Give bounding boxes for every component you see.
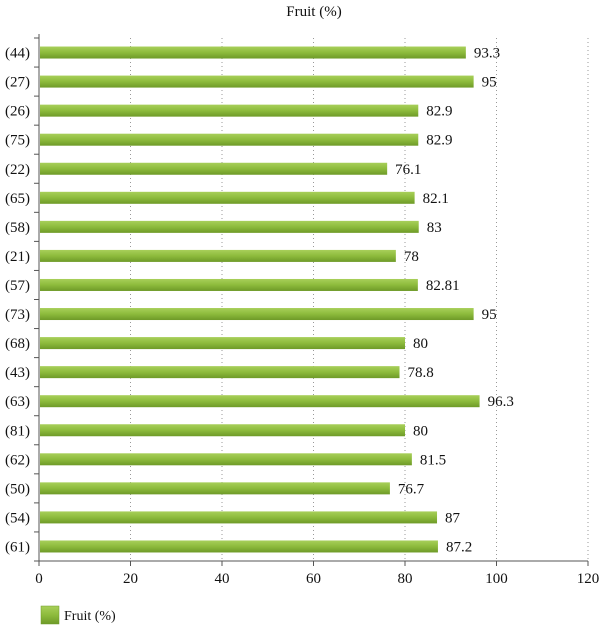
category-label: (50)	[5, 481, 30, 497]
bar	[40, 540, 438, 553]
bar	[40, 249, 396, 262]
value-label: 82.1	[423, 191, 449, 207]
category-label: (58)	[5, 220, 30, 236]
bar	[40, 308, 474, 321]
category-label: (63)	[5, 394, 30, 410]
value-label: 78.8	[408, 365, 434, 381]
bar	[40, 133, 419, 146]
category-label: (54)	[5, 510, 30, 526]
legend-swatch	[40, 605, 60, 625]
legend: Fruit (%)	[40, 605, 116, 625]
x-tick-label: 100	[485, 571, 508, 587]
bar	[40, 75, 474, 88]
bar	[40, 46, 466, 59]
bar	[40, 395, 480, 408]
category-label: (22)	[5, 162, 30, 178]
category-label: (21)	[5, 249, 30, 265]
value-label: 76.7	[398, 481, 425, 497]
category-label: (81)	[5, 423, 30, 439]
x-tick-label: 60	[306, 571, 321, 587]
value-label: 76.1	[395, 162, 421, 178]
x-tick-label: 80	[398, 571, 413, 587]
x-tick-label: 40	[215, 571, 230, 587]
value-label: 87	[445, 510, 461, 526]
bar	[40, 104, 419, 117]
category-label: (27)	[5, 75, 30, 91]
bar	[40, 511, 438, 524]
bars: 93.3 95 82.9 82.9 76.182.1 83 78 82.81 95 80 78.8 9…	[40, 46, 514, 555]
bar	[40, 191, 415, 204]
x-tick-label: 20	[123, 571, 138, 587]
category-label: (61)	[5, 539, 30, 555]
x-tick-label: 120	[577, 571, 600, 587]
value-label: 82.9	[426, 133, 452, 149]
value-label: 83	[427, 220, 442, 236]
category-label: (65)	[5, 191, 30, 207]
category-label: (68)	[5, 336, 30, 352]
value-label: 96.3	[488, 394, 514, 410]
bar	[40, 278, 418, 291]
bar	[40, 453, 412, 466]
value-label: 93.3	[474, 46, 500, 62]
value-label: 95	[482, 75, 497, 91]
bar	[40, 366, 400, 379]
category-label: (57)	[5, 278, 30, 294]
bar	[40, 424, 405, 437]
value-label: 82.81	[426, 278, 460, 294]
value-label: 82.9	[426, 104, 452, 120]
value-label: 95	[482, 307, 497, 323]
value-label: 78	[404, 249, 419, 265]
category-label: (73)	[5, 307, 30, 323]
legend-label: Fruit (%)	[64, 609, 116, 624]
bar	[40, 162, 388, 175]
category-label: (26)	[5, 104, 30, 120]
category-label: (43)	[5, 365, 30, 381]
value-label: 81.5	[420, 452, 446, 468]
bar	[40, 337, 405, 350]
category-label: (44)	[5, 46, 30, 62]
bar	[40, 482, 390, 495]
value-label: 80	[413, 336, 428, 352]
x-tick-label: 0	[35, 571, 43, 587]
chart-title: Fruit (%)	[286, 4, 341, 20]
value-label: 80	[413, 423, 428, 439]
value-label: 87.2	[446, 539, 472, 555]
category-label: (75)	[5, 133, 30, 149]
category-label: (62)	[5, 452, 30, 468]
axes: 0 20 40 60 80 100 120 (44) (27) (26) (75) (22) (65) (…	[5, 34, 599, 587]
bar	[40, 220, 419, 233]
